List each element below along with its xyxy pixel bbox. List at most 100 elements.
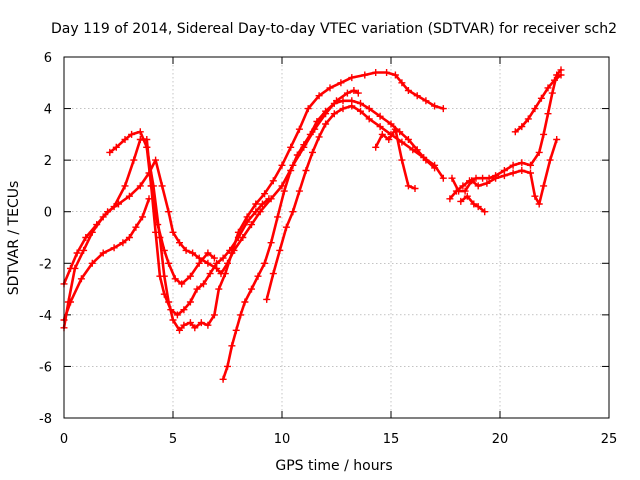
data-point xyxy=(215,285,223,293)
data-point xyxy=(204,249,212,257)
data-point xyxy=(535,200,543,208)
data-point xyxy=(479,174,487,182)
data-point xyxy=(197,319,205,327)
data-point xyxy=(200,280,207,288)
y-tick-label: -4 xyxy=(39,309,52,324)
data-point xyxy=(326,84,334,92)
data-point xyxy=(474,182,482,190)
data-point xyxy=(88,228,96,236)
data-point xyxy=(265,195,273,203)
data-point xyxy=(309,148,316,156)
data-point xyxy=(191,324,199,332)
data-point xyxy=(156,272,164,280)
data-point xyxy=(551,76,558,84)
y-tick-label: 4 xyxy=(44,103,52,118)
x-tick-label: 0 xyxy=(60,432,68,447)
x-axis-label: GPS time / hours xyxy=(275,458,392,474)
x-tick-label: 5 xyxy=(169,432,177,447)
y-tick-label: 0 xyxy=(44,206,52,221)
data-point xyxy=(546,156,554,164)
data-point xyxy=(160,290,168,298)
data-point xyxy=(348,74,356,82)
data-point xyxy=(304,105,312,113)
series-pass-10 xyxy=(446,66,565,203)
data-point xyxy=(354,89,362,97)
data-point xyxy=(132,223,140,231)
data-point xyxy=(176,326,183,334)
data-point xyxy=(518,167,526,174)
data-point xyxy=(409,146,417,154)
series-pass-8 xyxy=(372,125,419,192)
data-point xyxy=(221,270,229,278)
data-point xyxy=(186,272,194,280)
data-point xyxy=(136,128,144,136)
series-pass-3 xyxy=(60,195,153,324)
data-point xyxy=(391,125,399,133)
data-point xyxy=(99,249,107,257)
data-point xyxy=(557,71,565,79)
data-point xyxy=(339,105,347,113)
data-point xyxy=(248,285,255,293)
data-point xyxy=(378,130,386,138)
data-point xyxy=(413,92,421,100)
data-point xyxy=(337,79,345,87)
series-pass-11 xyxy=(457,192,489,216)
data-point xyxy=(448,174,456,182)
series-line xyxy=(145,146,271,317)
data-point xyxy=(165,259,173,267)
y-tick-label: -6 xyxy=(39,360,52,375)
series-line xyxy=(450,138,559,206)
data-point xyxy=(544,110,552,118)
data-point xyxy=(269,177,277,185)
data-point xyxy=(385,136,393,143)
data-point xyxy=(280,187,288,195)
data-point xyxy=(152,228,160,236)
data-point xyxy=(302,167,310,174)
data-point xyxy=(404,182,412,190)
y-tick-label: -2 xyxy=(39,257,52,272)
series-line xyxy=(265,104,445,301)
data-point xyxy=(195,259,203,267)
data-point xyxy=(178,280,186,288)
data-point xyxy=(269,270,277,278)
data-point xyxy=(404,136,412,143)
data-point xyxy=(252,208,260,216)
data-point xyxy=(500,167,508,174)
data-point xyxy=(313,118,321,125)
plot-frame xyxy=(63,56,610,419)
data-point xyxy=(267,239,275,247)
data-point xyxy=(73,249,81,257)
data-point xyxy=(527,161,534,169)
data-point xyxy=(376,123,384,131)
data-point xyxy=(254,272,262,280)
data-point xyxy=(540,182,548,190)
data-point xyxy=(189,249,197,257)
data-point xyxy=(128,130,136,138)
data-point xyxy=(234,234,242,241)
data-point xyxy=(383,69,391,76)
data-point xyxy=(287,167,295,174)
data-point xyxy=(398,156,406,164)
data-point xyxy=(171,275,179,283)
data-point xyxy=(295,125,303,133)
data-point xyxy=(110,203,118,211)
data-point xyxy=(106,148,114,156)
data-point xyxy=(518,123,526,131)
data-point xyxy=(439,174,447,182)
data-point xyxy=(330,110,338,118)
data-point xyxy=(110,244,118,252)
data-point xyxy=(99,213,107,221)
data-point xyxy=(213,259,221,267)
data-point xyxy=(71,264,79,272)
data-point xyxy=(457,197,465,205)
data-point xyxy=(88,259,96,267)
data-point xyxy=(348,102,356,110)
series-pass-6 xyxy=(219,97,439,383)
data-point xyxy=(261,259,269,267)
data-point xyxy=(287,143,295,151)
data-point xyxy=(461,187,469,195)
data-point xyxy=(278,182,286,190)
data-point xyxy=(278,161,286,169)
data-point xyxy=(232,326,240,334)
